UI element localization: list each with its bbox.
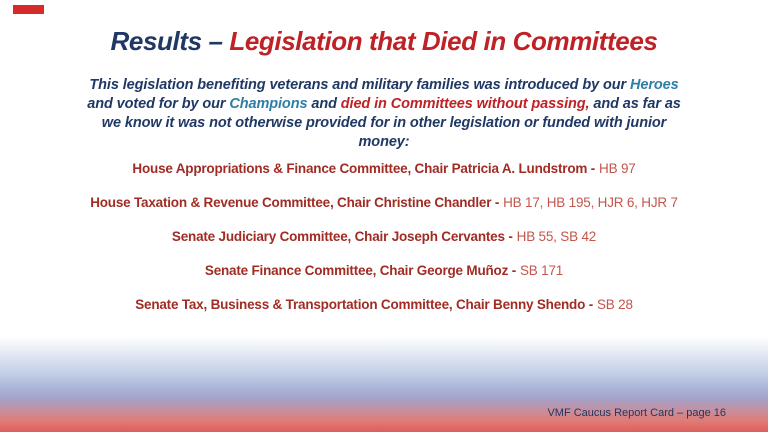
committee-bills: HB 55, SB 42	[516, 229, 597, 244]
committee-row: House Appropriations & Finance Committee…	[0, 160, 768, 194]
title-prefix: Results –	[110, 26, 223, 56]
intro-part1: This legislation benefiting veterans and…	[89, 77, 627, 93]
intro-part4: and as far as we know it was not otherwi…	[101, 96, 681, 150]
committee-list: House Appropriations & Finance Committee…	[0, 160, 768, 330]
committee-label: House Taxation & Revenue Committee, Chai…	[90, 195, 500, 210]
committee-label: Senate Judiciary Committee, Chair Joseph…	[171, 229, 513, 244]
committee-bills: SB 28	[597, 297, 633, 312]
intro-part2: and voted for by our	[87, 96, 226, 112]
committee-bills: HB 17, HB 195, HJR 6, HJR 7	[503, 195, 678, 210]
intro-died-phrase: died in Committees without passing,	[340, 96, 590, 112]
intro-heroes: Heroes	[630, 77, 679, 93]
committee-row: Senate Judiciary Committee, Chair Joseph…	[0, 228, 768, 262]
committee-label: Senate Finance Committee, Chair George M…	[204, 263, 516, 278]
intro-part3: and	[311, 96, 337, 112]
committee-label: Senate Tax, Business & Transportation Co…	[135, 297, 593, 312]
intro-paragraph: This legislation benefiting veterans and…	[84, 76, 684, 152]
footer-gradient-band	[0, 336, 768, 432]
footer-page-label: VMF Caucus Report Card – page 16	[547, 407, 726, 419]
title-highlight: Legislation that Died in Committees	[229, 26, 658, 56]
committee-row: Senate Finance Committee, Chair George M…	[0, 262, 768, 296]
committee-bills: HB 97	[599, 161, 636, 176]
intro-champions: Champions	[229, 96, 308, 112]
committee-label: House Appropriations & Finance Committee…	[132, 161, 596, 176]
committee-row: House Taxation & Revenue Committee, Chai…	[0, 194, 768, 228]
committee-row: Senate Tax, Business & Transportation Co…	[0, 296, 768, 330]
page-title: Results – Legislation that Died in Commi…	[0, 26, 768, 57]
committee-bills: SB 171	[520, 263, 564, 278]
top-left-accent-bar	[13, 5, 44, 14]
